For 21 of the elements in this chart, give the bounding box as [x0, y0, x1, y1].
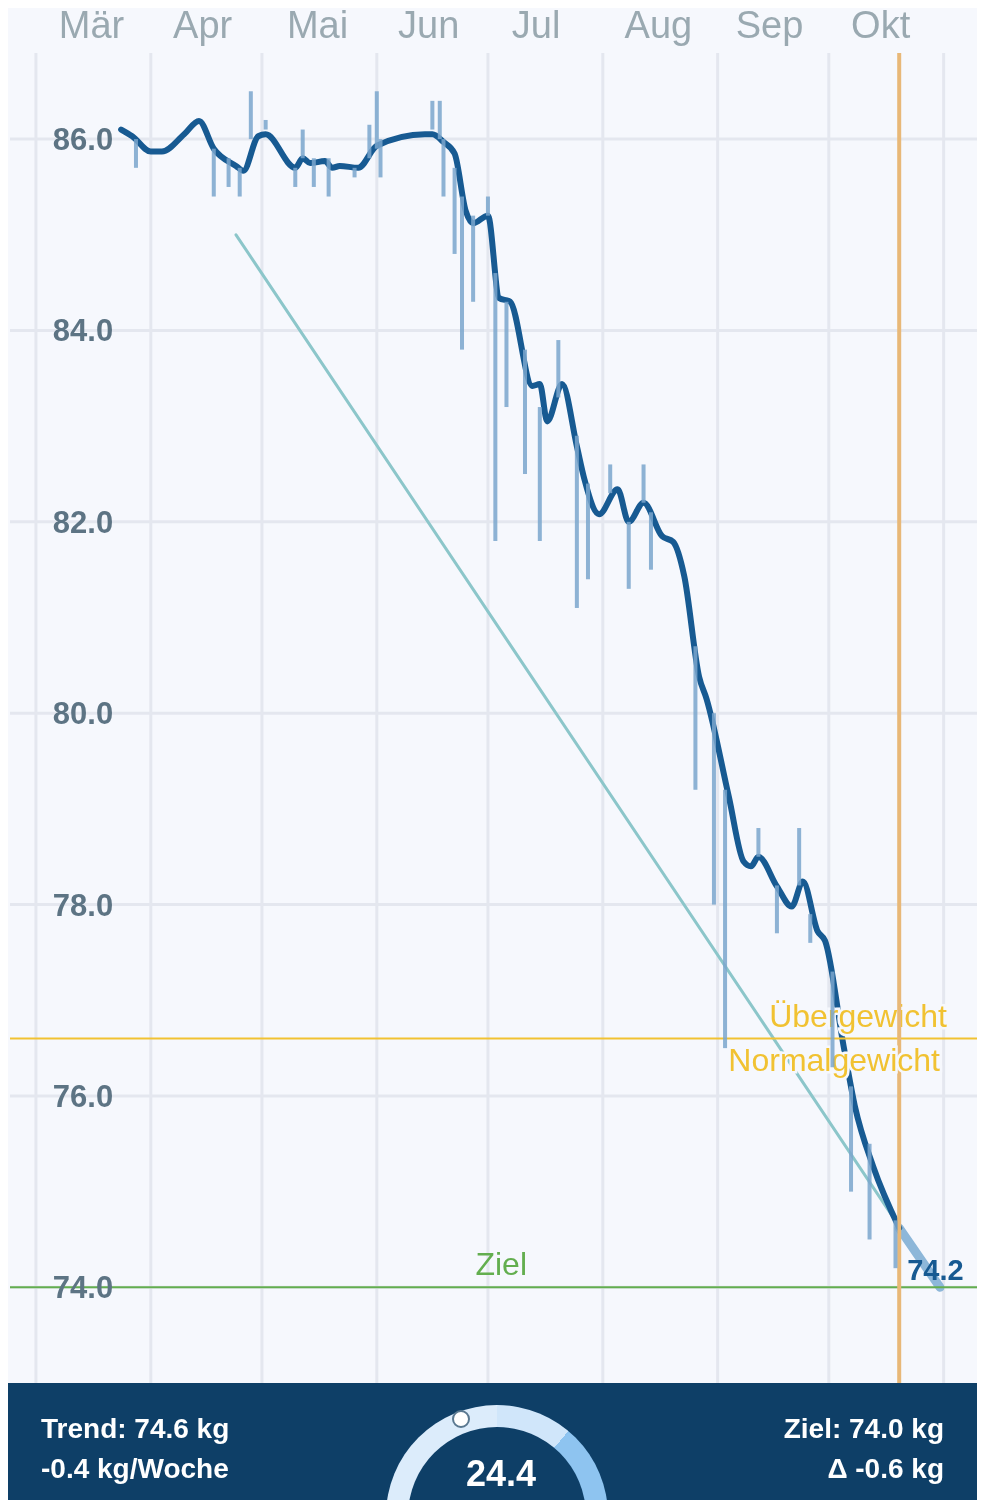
x-tick-label: Mai [286, 4, 349, 46]
text: Δ -0.6 kg [827, 1453, 944, 1485]
x-tick-label: Jun [398, 4, 460, 46]
annotation: 74.2 [907, 1254, 964, 1287]
y-tick-label: 76.0 [52, 1078, 114, 1114]
text: -0.4 kg/Woche [41, 1453, 229, 1485]
x-tick-label: Sep [735, 4, 804, 46]
text: 24.4 [464, 1453, 538, 1495]
y-tick-label: 82.0 [52, 504, 114, 540]
x-tick-label: Jul [511, 4, 561, 46]
y-tick-label: 80.0 [52, 696, 114, 732]
ref-line-label: Ziel [475, 1246, 528, 1283]
x-tick-label: Apr [173, 4, 233, 46]
x-tick-label: Aug [624, 4, 693, 46]
text: Trend: 74.6 kg [41, 1413, 230, 1445]
x-tick-label: Okt [851, 4, 911, 46]
y-tick-label: 86.0 [52, 122, 114, 158]
text: Ziel: 74.0 kg [783, 1413, 944, 1445]
y-tick-label: 84.0 [52, 313, 114, 349]
y-tick-label: 78.0 [52, 887, 114, 923]
x-tick-label: Mär [58, 4, 125, 46]
